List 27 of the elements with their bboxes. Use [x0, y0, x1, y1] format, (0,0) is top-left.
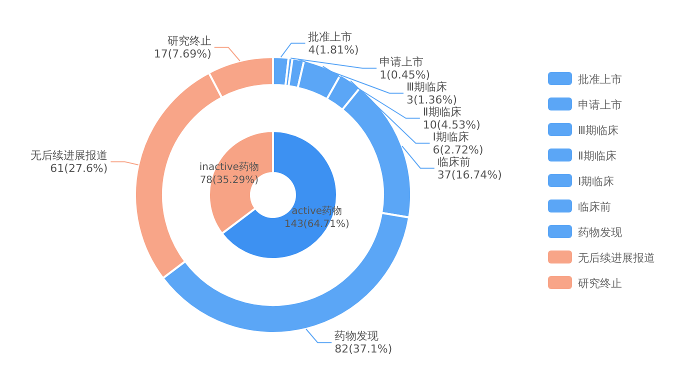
- slice-label: Ⅰ期临床: [432, 130, 469, 144]
- data-label: 3(1.36%): [406, 93, 458, 106]
- slice-label: Ⅲ期临床: [406, 80, 448, 94]
- data-label: 1(0.45%): [380, 68, 430, 82]
- data-label: 61(27.6%): [50, 162, 108, 175]
- legend-label: Ⅲ期临床: [578, 124, 619, 137]
- data-label: 82(37.1%): [334, 342, 392, 356]
- data-label: 6(2.72%): [432, 143, 484, 156]
- legend-label: Ⅱ期临床: [578, 150, 616, 162]
- slice-label: 研究终止: [167, 34, 212, 48]
- legend-label: 申请上市: [578, 98, 622, 112]
- slice-label: 药物发现: [334, 330, 379, 343]
- slice-label: 批准上市: [308, 30, 352, 44]
- slice-label: 申请上市: [380, 55, 424, 68]
- legend-label: Ⅰ期临床: [578, 175, 614, 188]
- slice-label: Ⅱ期临床: [422, 105, 462, 118]
- legend-label: 研究终止: [578, 277, 622, 290]
- data-label: 17(7.69%): [154, 47, 212, 60]
- data-label: 4(1.81%): [308, 43, 359, 56]
- legend-label: 无后续进展报道: [578, 252, 655, 264]
- legend-label: 临床前: [578, 200, 611, 214]
- slice-label: 临床前: [437, 155, 470, 168]
- legend-label: 批准上市: [578, 73, 622, 86]
- data-label: 10(4.53%): [422, 118, 480, 132]
- slice-label: 无后续进展报道: [30, 148, 108, 162]
- legend-label: 药物发现: [578, 226, 622, 239]
- data-label: 37(16.74%): [437, 168, 502, 182]
